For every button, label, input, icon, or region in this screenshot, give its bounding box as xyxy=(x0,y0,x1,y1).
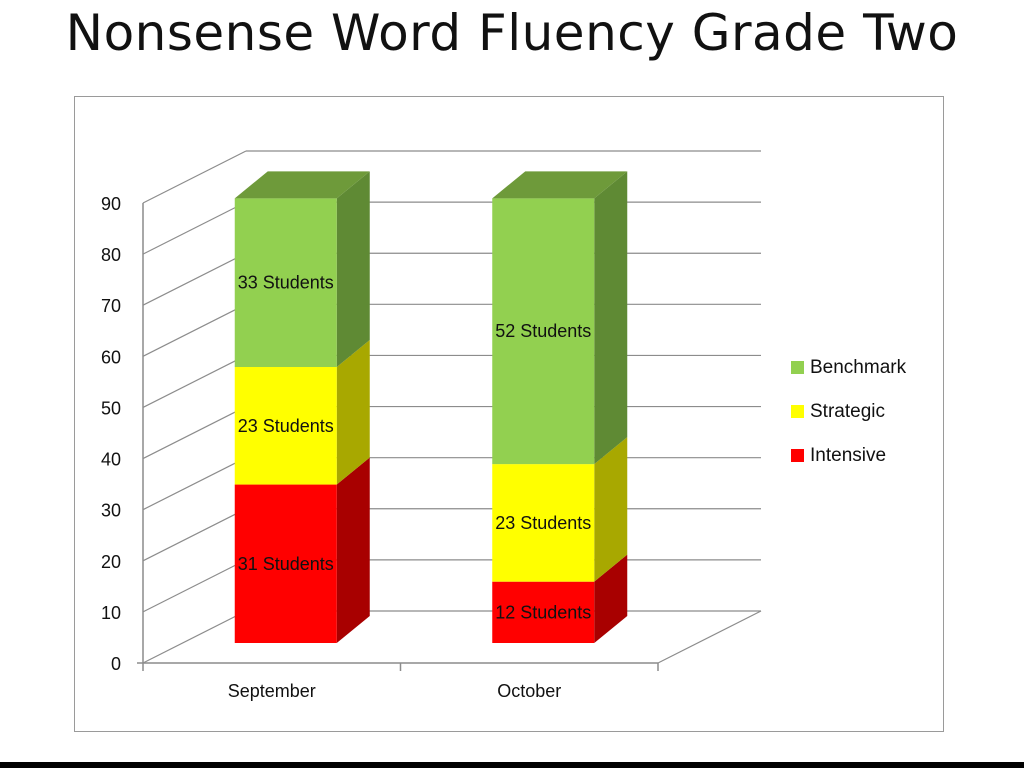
legend-swatch-intensive xyxy=(791,449,804,462)
x-tick-label: October xyxy=(497,681,561,701)
gridline-side xyxy=(142,508,247,562)
data-label: 23 Students xyxy=(495,513,591,533)
bar-side-strategic xyxy=(594,437,628,582)
gridline-side xyxy=(142,354,247,408)
gridline-side xyxy=(142,201,247,255)
bar-strategic xyxy=(234,367,337,485)
bar-intensive xyxy=(492,581,595,643)
bar-intensive xyxy=(234,484,337,643)
stacked-bar-chart: 0 10 20 30 40 50 60 70 80 90 31 Students 23 Student… xyxy=(101,150,907,701)
y-tick-label: 90 xyxy=(101,194,121,214)
y-tick-label: 40 xyxy=(101,450,121,470)
bar-side-intensive xyxy=(594,554,628,643)
slide-title: Nonsense Word Fluency Grade Two xyxy=(65,4,959,62)
bar-stack-september: 31 Students 23 Students 33 Students xyxy=(234,171,370,643)
floor-edge xyxy=(657,610,762,664)
data-label: 52 Students xyxy=(495,321,591,341)
bar-benchmark xyxy=(492,198,595,465)
y-tick-label: 60 xyxy=(101,347,121,367)
bar-top xyxy=(234,171,370,199)
bar-strategic xyxy=(492,464,595,582)
y-tick-label: 10 xyxy=(101,603,121,623)
legend-swatch-strategic xyxy=(791,405,804,418)
legend-label-intensive: Intensive xyxy=(810,445,886,466)
y-tick-label: 30 xyxy=(101,501,121,521)
bar-stack-october: 12 Students 23 Students 52 Students xyxy=(492,171,628,643)
gridline-side xyxy=(142,559,247,613)
y-tick-label: 70 xyxy=(101,296,121,316)
y-tick-label: 20 xyxy=(101,552,121,572)
bar-top xyxy=(492,171,628,199)
bar-side-intensive xyxy=(336,457,370,643)
bottom-rule xyxy=(0,762,1024,768)
bar-side-benchmark xyxy=(594,171,628,465)
legend-label-strategic: Strategic xyxy=(810,401,885,422)
legend-label-benchmark: Benchmark xyxy=(810,357,907,378)
gridline-side xyxy=(142,457,247,511)
data-label: 31 Students xyxy=(238,554,334,574)
gridline-side xyxy=(142,252,247,306)
gridline-side xyxy=(142,150,247,204)
x-tick-label: September xyxy=(228,681,316,701)
y-tick-label: 50 xyxy=(101,398,121,418)
chart-frame: 0 10 20 30 40 50 60 70 80 90 31 Students 23 Student… xyxy=(74,96,944,732)
bar-side-strategic xyxy=(336,340,370,485)
legend: Benchmark Strategic Intensive xyxy=(791,357,907,466)
gridline-side xyxy=(142,610,247,664)
legend-swatch-benchmark xyxy=(791,361,804,374)
data-label: 23 Students xyxy=(238,416,334,436)
data-label: 33 Students xyxy=(238,273,334,293)
gridline-side xyxy=(142,303,247,357)
bar-benchmark xyxy=(234,198,337,367)
gridline-side xyxy=(142,406,247,460)
bar-side-benchmark xyxy=(336,171,370,367)
y-tick-label: 80 xyxy=(101,245,121,265)
y-tick-label: 0 xyxy=(111,654,121,674)
data-label: 12 Students xyxy=(495,602,591,622)
